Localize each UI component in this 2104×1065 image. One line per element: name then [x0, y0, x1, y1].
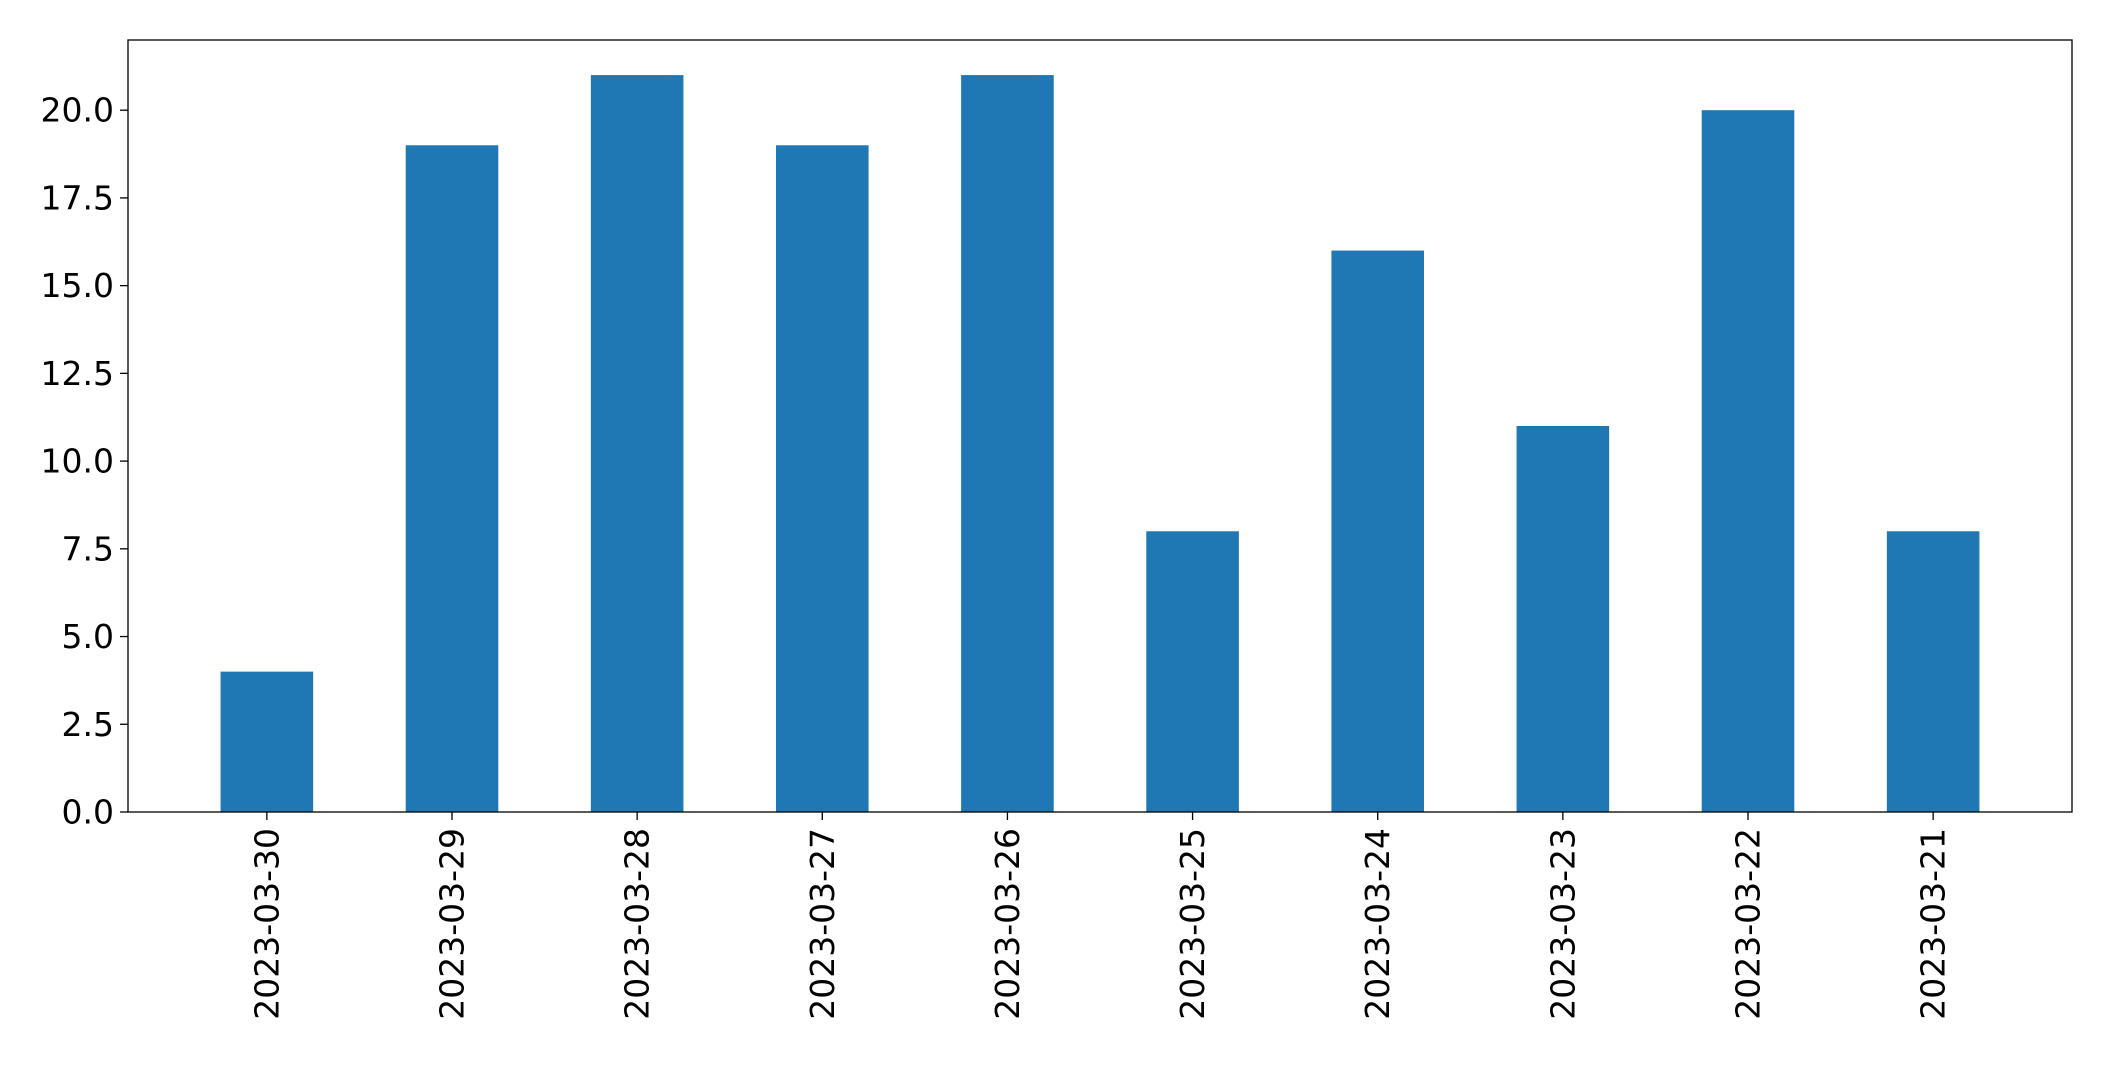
y-tick-label: 20.0: [41, 91, 114, 130]
x-tick-label-2023-03-21: 2023-03-21: [1914, 828, 1953, 1020]
bar-2023-03-27: [776, 145, 869, 813]
bars-layer: [220, 75, 1980, 813]
plot-area-frame: [127, 39, 2073, 813]
y-tick-label: 12.5: [41, 354, 114, 393]
bar-2023-03-21: [1886, 531, 1980, 812]
x-tick-label-2023-03-22: 2023-03-22: [1729, 828, 1768, 1020]
bar-2023-03-28: [590, 75, 684, 812]
y-tick-label: 17.5: [41, 178, 114, 217]
x-axis: 2023-03-30 2023-03-29 2023-03-28 2023-03-27…: [247, 812, 1953, 1020]
x-tick-label-2023-03-23: 2023-03-23: [1543, 828, 1582, 1020]
x-tick-label-2023-03-27: 2023-03-27: [803, 828, 842, 1020]
y-tick-label: 0.0: [62, 793, 114, 832]
y-tick-label: 2.5: [62, 705, 114, 744]
x-tick-label-2023-03-26: 2023-03-26: [988, 828, 1027, 1020]
bar-2023-03-25: [1146, 531, 1239, 812]
bar-2023-03-30: [220, 671, 314, 812]
y-tick-label: 5.0: [62, 617, 114, 656]
bar-2023-03-29: [405, 145, 499, 813]
x-tick-label-2023-03-29: 2023-03-29: [433, 828, 472, 1020]
bar-2023-03-26: [961, 75, 1054, 812]
y-tick-label: 7.5: [62, 529, 114, 568]
x-tick-label-2023-03-30: 2023-03-30: [247, 828, 286, 1020]
bar-2023-03-24: [1331, 250, 1424, 812]
bar-2023-03-23: [1516, 426, 1610, 812]
bar-2023-03-22: [1701, 110, 1795, 812]
y-tick-label: 10.0: [41, 442, 114, 481]
x-tick-label-2023-03-24: 2023-03-24: [1358, 828, 1397, 1020]
y-tick-label: 15.0: [41, 266, 114, 305]
x-tick-label-2023-03-28: 2023-03-28: [618, 828, 657, 1020]
x-tick-label-2023-03-25: 2023-03-25: [1173, 828, 1212, 1020]
y-axis: 0.0 2.5 5.0 7.5 10.0 12.5 15.0 17.5 20.0: [41, 91, 128, 832]
